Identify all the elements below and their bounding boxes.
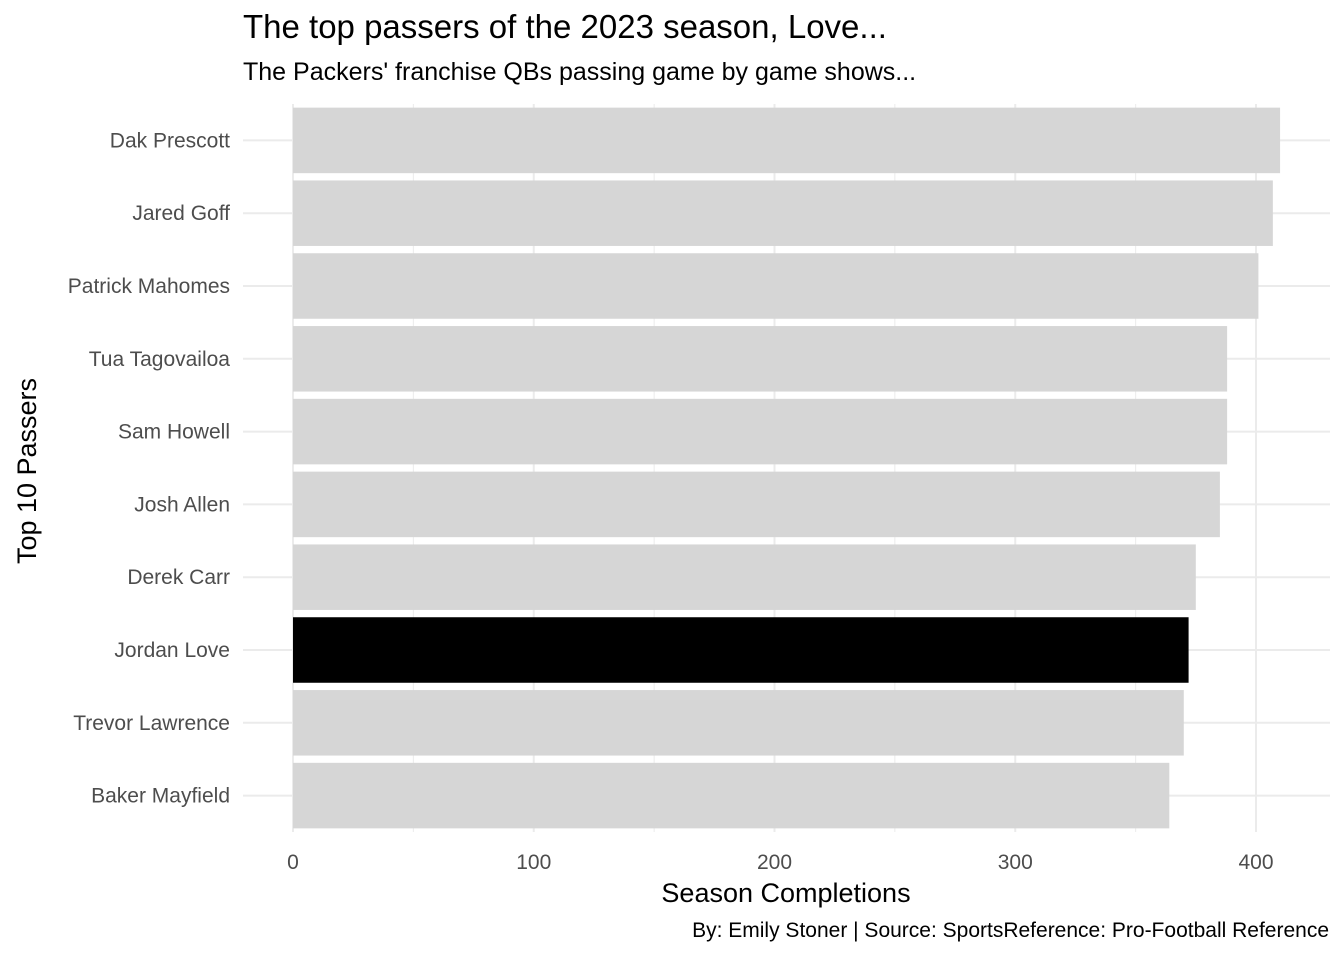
bar [293,690,1184,756]
y-tick-label: Tua Tagovailoa [89,348,231,371]
y-axis-title: Top 10 Passers [12,378,42,564]
y-tick-label: Patrick Mahomes [68,275,230,298]
bar [293,253,1259,319]
bar [293,326,1228,392]
bar [293,617,1189,683]
y-tick-label: Jordan Love [114,639,230,662]
x-tick-label: 300 [998,851,1033,874]
x-tick-label: 400 [1238,851,1273,874]
x-tick-labels: 0 100 200 300 400 [287,851,1273,874]
chart-caption: By: Emily Stoner | Source: SportsReferen… [692,919,1329,942]
bar [293,471,1220,538]
bar [293,762,1170,829]
x-tick-label: 200 [757,851,792,874]
x-axis-title: Season Completions [661,878,910,908]
y-tick-label: Trevor Lawrence [73,712,230,735]
y-tick-label: Derek Carr [127,566,230,589]
bars [293,107,1281,829]
chart-subtitle: The Packers' franchise QBs passing game … [243,58,917,86]
bar [293,107,1281,174]
bar [293,544,1196,610]
bar [293,398,1228,465]
y-tick-label: Sam Howell [118,421,230,444]
y-tick-labels: Dak Prescott Jared Goff Patrick Mahomes Tua… [68,129,231,807]
x-tick-label: 100 [516,851,551,874]
x-tick-label: 0 [287,851,299,874]
y-tick-label: Josh Allen [134,493,230,516]
y-tick-label: Dak Prescott [110,129,230,152]
chart-title: The top passers of the 2023 season, Love… [243,8,887,45]
y-tick-label: Baker Mayfield [91,785,230,808]
bar [293,180,1273,246]
y-tick-label: Jared Goff [132,202,230,225]
